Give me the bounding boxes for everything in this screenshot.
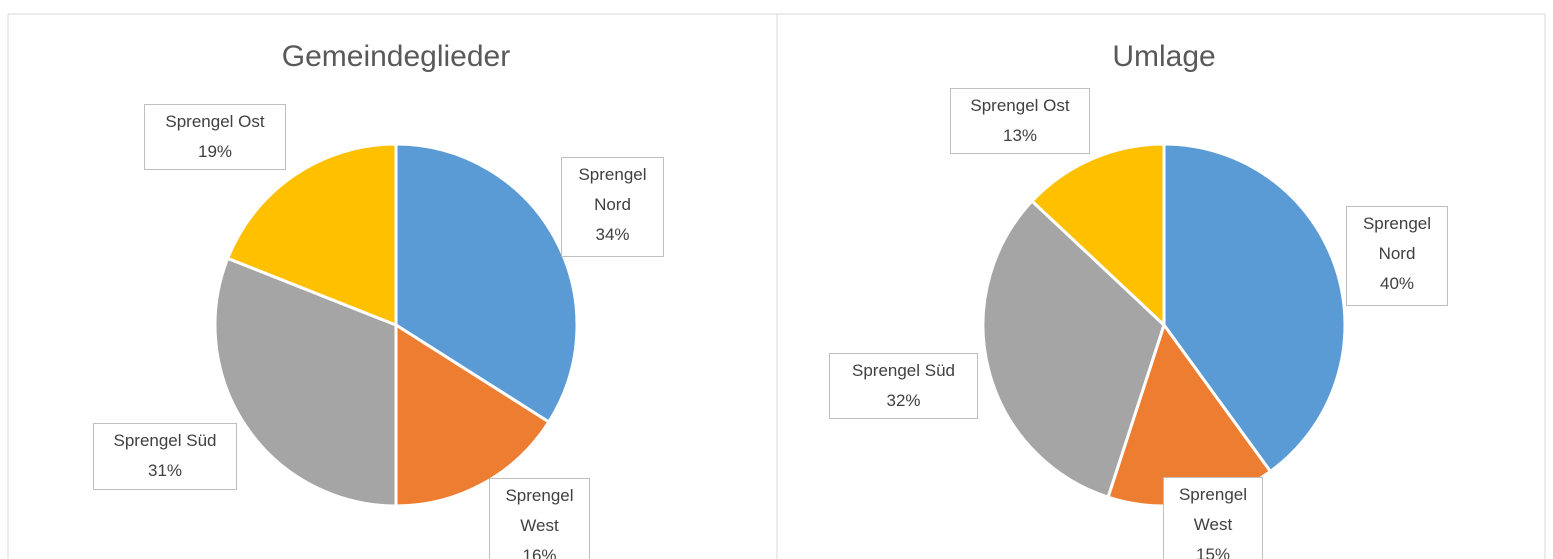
data-label: Sprengel Süd 31% (93, 423, 237, 490)
pie-slice (981, 198, 1166, 500)
label-category: Sprengel Ost (165, 112, 265, 131)
data-label: Sprengel Ost 19% (144, 104, 286, 170)
pie-slice (213, 256, 398, 508)
label-value: 16% (522, 546, 557, 559)
label-category: Sprengel Süd (113, 431, 217, 450)
data-label: Sprengel Süd 32% (829, 353, 978, 419)
pie-slice (1029, 142, 1166, 329)
chart-title: Umlage (1112, 40, 1216, 73)
data-label: Sprengel West 16% (489, 478, 590, 559)
data-label: Sprengel Nord 40% (1346, 206, 1448, 306)
label-category: Sprengel Ost (970, 96, 1070, 115)
chart-title: Gemeindeglieder (281, 40, 511, 73)
label-value: 15% (1195, 545, 1231, 559)
label-value: 32% (886, 391, 921, 410)
label-category: Sprengel Nord (1362, 214, 1432, 263)
pie-slice (1162, 142, 1347, 474)
label-value: 40% (1379, 274, 1415, 293)
pie-slice (394, 322, 551, 508)
data-label: Sprengel Ost 13% (950, 88, 1090, 154)
label-category: Sprengel West (1178, 485, 1248, 534)
label-value: 13% (1002, 126, 1038, 145)
label-category: Sprengel Süd (851, 361, 956, 380)
pie-slice (225, 142, 398, 328)
label-category: Sprengel Nord (578, 165, 647, 214)
data-label: Sprengel Nord 34% (561, 157, 664, 257)
data-label: Sprengel West 15% (1163, 477, 1263, 559)
label-category: Sprengel West (505, 486, 574, 535)
label-value: 31% (147, 461, 183, 480)
label-value: 19% (197, 142, 233, 161)
label-value: 34% (595, 225, 630, 244)
